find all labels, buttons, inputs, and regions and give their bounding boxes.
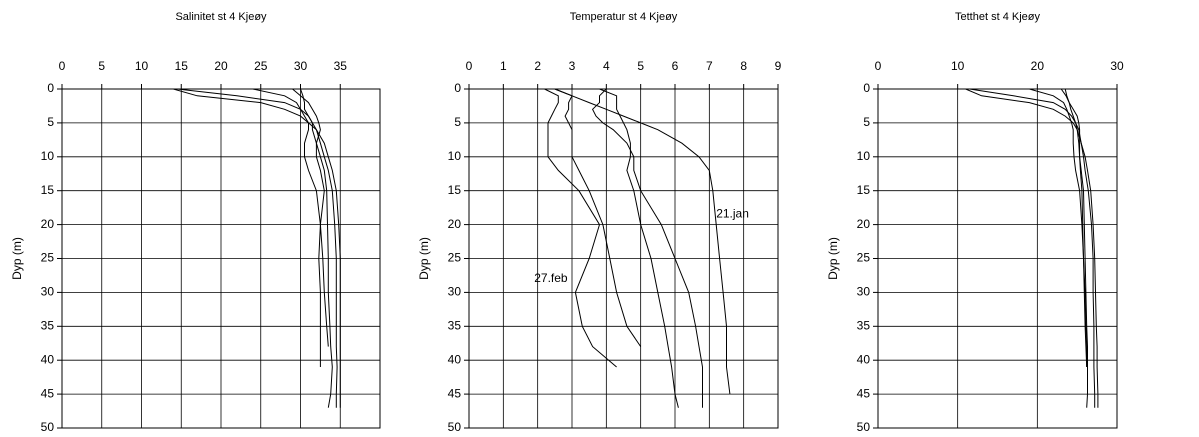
x-tick-label: 0 (875, 59, 882, 73)
y-tick-label: 15 (448, 183, 462, 197)
y-tick-label: 30 (448, 285, 462, 299)
y-tick-label: 40 (41, 352, 55, 366)
x-tick-label: 1 (500, 59, 507, 73)
x-tick-label: 6 (672, 59, 679, 73)
annotation: 27.feb (534, 271, 568, 285)
y-tick-label: 40 (448, 352, 462, 366)
profile-line (599, 88, 679, 408)
x-tick-label: 0 (59, 59, 66, 73)
profile-line (554, 88, 731, 395)
x-tick-label: 5 (98, 59, 105, 73)
y-tick-label: 50 (448, 420, 462, 434)
chart-title: Tetthet st 4 Kjeøy (955, 11, 1040, 23)
x-tick-label: 9 (775, 59, 782, 73)
x-tick-label: 5 (637, 59, 644, 73)
y-tick-label: 15 (41, 183, 55, 197)
x-tick-label: 30 (1110, 59, 1124, 73)
profile-line (1029, 88, 1088, 367)
x-tick-label: 2 (534, 59, 541, 73)
x-tick-label: 10 (951, 59, 965, 73)
y-tick-label: 20 (448, 217, 462, 231)
x-tick-label: 3 (569, 59, 576, 73)
y-tick-label: 25 (41, 251, 55, 265)
profile-line (292, 88, 325, 367)
y-tick-label: 5 (454, 115, 461, 129)
profile-line (965, 88, 1099, 408)
y-tick-label: 10 (41, 149, 55, 163)
y-tick-label: 25 (448, 251, 462, 265)
profile-line (554, 88, 642, 347)
x-tick-label: 30 (294, 59, 308, 73)
x-tick-label: 10 (135, 59, 149, 73)
y-tick-label: 5 (47, 115, 54, 129)
y-tick-label: 40 (857, 352, 871, 366)
profile-line (591, 88, 703, 408)
profile-line (300, 88, 333, 408)
profile-line (969, 88, 1096, 408)
y-tick-label: 50 (41, 420, 55, 434)
y-tick-label: 30 (41, 285, 55, 299)
x-tick-label: 15 (175, 59, 189, 73)
y-tick-label: 45 (448, 386, 462, 400)
x-tick-label: 35 (334, 59, 348, 73)
y-tick-label: 35 (857, 318, 871, 332)
y-tick-label: 20 (41, 217, 55, 231)
annotation: 21.jan (716, 207, 749, 221)
y-tick-label: 10 (448, 149, 462, 163)
profile-line (1064, 88, 1088, 368)
x-tick-label: 8 (740, 59, 747, 73)
y-tick-label: 0 (454, 81, 461, 95)
chart-title: Salinitet st 4 Kjeøy (175, 11, 267, 23)
profile-line (1060, 88, 1088, 408)
profile-line (252, 88, 329, 347)
y-tick-label: 5 (863, 115, 870, 129)
y-tick-label: 10 (857, 149, 871, 163)
y-tick-label: 35 (448, 318, 462, 332)
x-tick-label: 25 (254, 59, 268, 73)
y-tick-label: 0 (47, 81, 54, 95)
y-tick-label: 35 (41, 318, 55, 332)
x-tick-label: 0 (466, 59, 473, 73)
chart-title: Temperatur st 4 Kjeøy (570, 11, 678, 23)
x-tick-label: 7 (706, 59, 713, 73)
y-axis-label: Dyp (m) (10, 237, 24, 280)
y-tick-label: 20 (857, 217, 871, 231)
y-tick-label: 0 (863, 81, 870, 95)
y-tick-label: 15 (857, 183, 871, 197)
y-tick-label: 25 (857, 251, 871, 265)
x-tick-label: 20 (1031, 59, 1045, 73)
profile-line (173, 88, 341, 408)
y-tick-label: 50 (857, 420, 871, 434)
y-axis-label: Dyp (m) (417, 237, 431, 280)
profile-line (544, 88, 617, 368)
y-axis-label: Dyp (m) (826, 237, 840, 280)
y-tick-label: 45 (857, 386, 871, 400)
y-tick-label: 30 (857, 285, 871, 299)
x-tick-label: 4 (603, 59, 610, 73)
y-tick-label: 45 (41, 386, 55, 400)
x-tick-label: 20 (214, 59, 228, 73)
